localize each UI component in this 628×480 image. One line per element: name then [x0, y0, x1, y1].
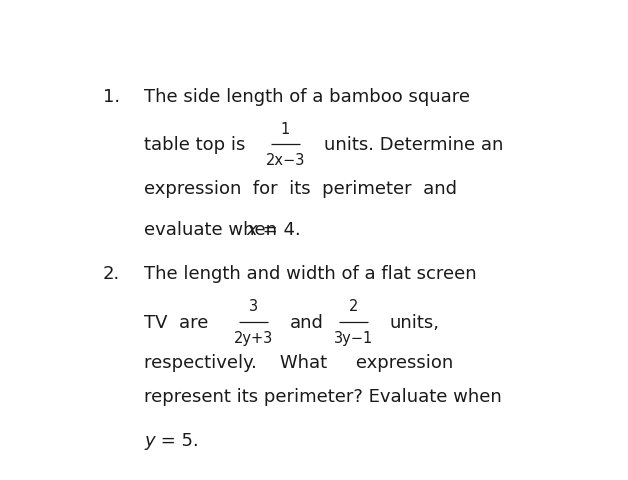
- Text: expression  for  its  perimeter  and: expression for its perimeter and: [144, 180, 457, 198]
- Text: 2: 2: [349, 299, 358, 314]
- Text: x: x: [247, 220, 257, 239]
- Text: evaluate when: evaluate when: [144, 220, 283, 239]
- Text: 3y−1: 3y−1: [334, 330, 373, 345]
- Text: = 4.: = 4.: [257, 220, 300, 239]
- Text: units,: units,: [389, 313, 439, 331]
- Text: units. Determine an: units. Determine an: [324, 135, 504, 154]
- Text: represent its perimeter? Evaluate when: represent its perimeter? Evaluate when: [144, 387, 502, 405]
- Text: table top is: table top is: [144, 135, 246, 154]
- Text: TV  are: TV are: [144, 313, 208, 331]
- Text: and: and: [290, 313, 324, 331]
- Text: 2x−3: 2x−3: [266, 153, 305, 168]
- Text: The length and width of a flat screen: The length and width of a flat screen: [144, 265, 477, 283]
- Text: = 5.: = 5.: [155, 431, 198, 449]
- Text: 1: 1: [281, 121, 290, 136]
- Text: 1.: 1.: [103, 87, 120, 106]
- Text: 2.: 2.: [103, 265, 120, 283]
- Text: respectively.    What     expression: respectively. What expression: [144, 354, 453, 372]
- Text: 3: 3: [249, 299, 258, 314]
- Text: y: y: [144, 431, 155, 449]
- Text: 2y+3: 2y+3: [234, 330, 273, 345]
- Text: The side length of a bamboo square: The side length of a bamboo square: [144, 87, 470, 106]
